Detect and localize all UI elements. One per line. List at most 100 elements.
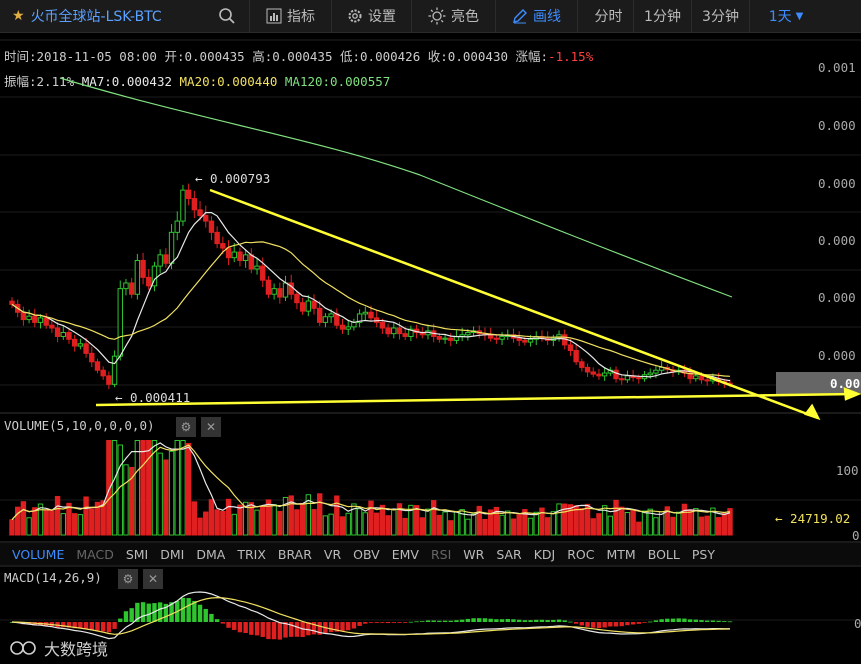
- star-icon[interactable]: ★: [12, 8, 25, 24]
- candle: [664, 366, 671, 371]
- volume-close-button[interactable]: ✕: [201, 417, 221, 437]
- indicator-tab-macd[interactable]: MACD: [76, 546, 114, 562]
- candle: [311, 300, 317, 309]
- candle: [180, 189, 186, 222]
- macd-histogram-bar: [431, 620, 436, 622]
- candle: [151, 265, 158, 287]
- macd-histogram-bar: [351, 622, 357, 629]
- indicator-tab-boll[interactable]: BOLL: [647, 546, 680, 562]
- macd-histogram-bar: [300, 622, 305, 637]
- volume-bar: [710, 507, 716, 536]
- indicator-tab-volume[interactable]: VOLUME: [12, 546, 65, 562]
- macd-histogram-bar: [437, 620, 442, 622]
- candle: [237, 251, 243, 261]
- price-axis-label: 0.000: [818, 176, 856, 191]
- settings-button[interactable]: 设置: [332, 0, 412, 32]
- candle: [117, 288, 123, 357]
- indicator-tab-sar[interactable]: SAR: [496, 546, 522, 562]
- volume-bar: [368, 500, 374, 536]
- volume-bar: [322, 515, 329, 536]
- indicator-tab-dma[interactable]: DMA: [196, 546, 226, 562]
- ohlc-info: 时间:2018-11-05 08:00 开:0.000435 高:0.00043…: [4, 46, 593, 65]
- volume-bar: [220, 510, 226, 536]
- symbol-selector[interactable]: ★ 火币全球站-LSK-BTC: [0, 0, 250, 32]
- volume-bar: [180, 440, 186, 536]
- volume-bar: [37, 503, 44, 536]
- info-close: 收:0.000430: [427, 49, 508, 64]
- candle: [607, 369, 614, 374]
- candle: [624, 375, 631, 381]
- macd-histogram-bar: [61, 622, 66, 628]
- macd-close-button[interactable]: ✕: [143, 569, 163, 589]
- macd-histogram-bar: [328, 622, 334, 633]
- macd-histogram-bar: [112, 622, 117, 629]
- volume-bar: [607, 515, 614, 536]
- indicators-button[interactable]: 指标: [250, 0, 332, 32]
- macd-settings-button[interactable]: ⚙: [118, 569, 138, 589]
- indicator-tab-brar[interactable]: BRAR: [277, 546, 312, 562]
- timeframe-dropdown-1d[interactable]: 1天 ▼: [750, 0, 822, 32]
- indicator-tab-emv[interactable]: EMV: [391, 546, 419, 562]
- macd-histogram-bar: [232, 622, 237, 630]
- macd-histogram-bar: [397, 622, 402, 623]
- volume-bar: [231, 513, 237, 536]
- volume-bar: [9, 519, 15, 536]
- indicator-tab-vr[interactable]: VR: [323, 546, 342, 562]
- volume-bar: [299, 502, 306, 536]
- macd-histogram-bar: [203, 608, 208, 622]
- volume-bar: [20, 501, 27, 536]
- macd-histogram-bar: [425, 620, 431, 622]
- candle: [544, 337, 551, 341]
- candle: [453, 335, 460, 341]
- indicator-tab-rsi[interactable]: RSI: [430, 546, 452, 562]
- search-icon[interactable]: [218, 7, 241, 29]
- candle: [305, 300, 312, 312]
- candle: [385, 327, 391, 335]
- candle: [533, 335, 539, 340]
- macd-histogram-bar: [26, 622, 32, 625]
- candle: [134, 259, 141, 295]
- volume-bar: [681, 503, 688, 536]
- volume-bar: [14, 506, 21, 536]
- volume-bar: [379, 504, 386, 536]
- macd-histogram-bar: [705, 620, 710, 622]
- macd-histogram-bar: [665, 618, 670, 622]
- timeframe-tab-3m[interactable]: 3分钟: [692, 0, 750, 32]
- candle: [128, 282, 135, 295]
- macd-histogram-bar: [237, 622, 243, 633]
- indicator-tab-kdj[interactable]: KDJ: [533, 546, 556, 562]
- indicator-tab-roc[interactable]: ROC: [567, 546, 595, 562]
- indicator-tab-smi[interactable]: SMI: [125, 546, 149, 562]
- indicator-tab-dmi[interactable]: DMI: [160, 546, 185, 562]
- trendline-support: [95, 392, 856, 407]
- indicator-tab-wr[interactable]: WR: [463, 546, 485, 562]
- indicator-tab-trix[interactable]: TRIX: [237, 546, 266, 562]
- current-price-box: [776, 372, 861, 394]
- candle: [9, 300, 15, 305]
- volume-settings-button[interactable]: ⚙: [176, 417, 196, 437]
- indicator-tab-mtm[interactable]: MTM: [606, 546, 636, 562]
- candle: [242, 254, 249, 261]
- volume-bar: [94, 501, 101, 536]
- macd-histogram-bar: [391, 622, 396, 623]
- indicator-tab-psy[interactable]: PSY: [691, 546, 715, 562]
- candle: [89, 352, 95, 363]
- candle: [106, 375, 112, 385]
- volume-bar: [71, 513, 78, 536]
- volume-bar: [373, 512, 380, 536]
- timeframe-tab-1m[interactable]: 1分钟: [634, 0, 692, 32]
- indicator-tab-obv[interactable]: OBV: [353, 546, 380, 562]
- candle: [351, 321, 357, 328]
- timeframe-tab-tick[interactable]: 分时: [584, 0, 634, 32]
- candle: [499, 335, 505, 340]
- volume-bar: [157, 452, 163, 536]
- draw-line-button[interactable]: 画线: [496, 0, 578, 32]
- volume-bar: [624, 512, 631, 536]
- candle: [459, 334, 465, 337]
- candle: [402, 333, 408, 337]
- close-icon: ✕: [147, 572, 159, 586]
- candle: [430, 330, 437, 337]
- macd-histogram-bar: [619, 622, 624, 627]
- candle: [715, 378, 722, 382]
- theme-toggle-button[interactable]: 亮色: [412, 0, 496, 32]
